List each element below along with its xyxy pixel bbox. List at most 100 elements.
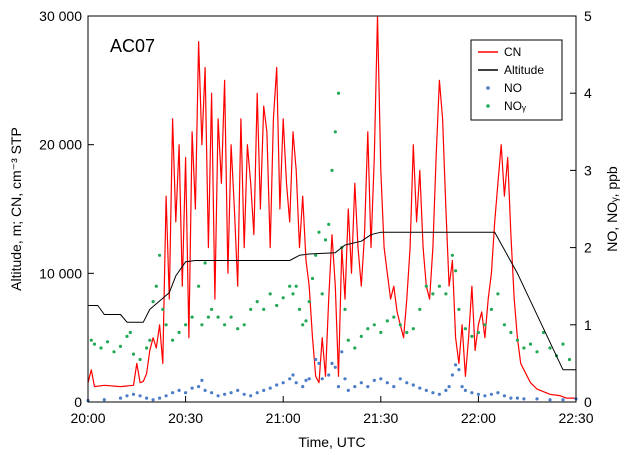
series-noy-point	[567, 357, 572, 362]
series-noy-point	[353, 346, 357, 350]
series-no-point	[268, 386, 272, 390]
series-no-point	[177, 388, 181, 392]
series-noy-point	[89, 338, 93, 342]
series-noy-point	[310, 276, 315, 281]
series-no-point	[314, 357, 318, 362]
series-noy-point	[288, 284, 292, 288]
series-noy-point	[255, 300, 259, 304]
series-noy-point	[197, 284, 201, 288]
series-noy-point	[336, 91, 341, 95]
series-noy-point	[502, 323, 506, 327]
series-noy-point	[291, 292, 295, 296]
series-noy-point	[372, 323, 376, 327]
series-no-point	[210, 391, 214, 395]
series-noy-point	[366, 327, 370, 331]
series-noy-point	[206, 315, 210, 319]
x-axis-title: Time, UTC	[298, 434, 365, 450]
series-noy-point	[304, 319, 308, 323]
series-noy-point	[398, 323, 402, 327]
series-no-point	[262, 388, 266, 392]
series-layer	[86, 15, 578, 403]
series-noy-point	[203, 261, 207, 265]
series-noy-point	[200, 323, 204, 327]
series-noy-point	[164, 323, 168, 327]
series-noy-points	[89, 91, 572, 362]
series-noy-point	[177, 330, 181, 335]
series-no-point	[336, 385, 341, 389]
series-no-point	[346, 388, 350, 392]
series-no-point	[460, 385, 464, 389]
series-no-point	[242, 392, 246, 396]
series-noy-point	[327, 222, 331, 226]
series-no-point	[411, 383, 415, 387]
series-noy-point	[323, 238, 328, 242]
series-noy-point	[105, 340, 110, 344]
series-noy-point	[242, 323, 246, 327]
plot-area	[86, 15, 578, 403]
legend-items: CN Altitude NO NOᵧ	[478, 45, 544, 113]
y-left-tick-label: 30 000	[39, 8, 82, 24]
series-no-point	[249, 394, 253, 398]
x-tick-label: 22:30	[558, 410, 593, 426]
series-noy-point	[161, 307, 165, 311]
series-noy-point	[515, 338, 520, 342]
series-noy-point	[424, 284, 428, 288]
series-noy-point	[343, 307, 347, 311]
series-no-point	[366, 385, 370, 389]
series-no-point	[291, 373, 295, 377]
series-noy-point	[548, 346, 552, 350]
series-noy-point	[346, 338, 350, 342]
series-noy-point	[154, 284, 158, 288]
series-noy-point	[431, 292, 435, 296]
legend-box	[470, 39, 563, 121]
series-noy-point	[489, 307, 493, 311]
series-no-point	[470, 391, 474, 395]
series-noy-point	[317, 230, 321, 234]
y-axis-right: 0 1 2 3 4 5	[570, 8, 592, 410]
x-tick-label: 20:00	[70, 410, 105, 426]
series-noy-point	[418, 307, 422, 311]
series-no-point	[131, 392, 136, 396]
series-noy-point	[330, 168, 334, 172]
series-noy-point	[210, 307, 214, 311]
series-noy-point	[125, 334, 129, 338]
series-noy-point	[128, 330, 132, 335]
series-noy-point	[450, 253, 454, 257]
series-no-point	[304, 378, 308, 382]
series-noy-point	[184, 323, 188, 327]
series-noy-point	[190, 315, 194, 319]
series-no-point	[372, 378, 376, 382]
series-no-point	[125, 394, 129, 398]
series-no-point	[450, 373, 454, 377]
series-no-point	[197, 385, 201, 389]
series-no-point	[515, 396, 520, 400]
y-left-tick-label: 0	[74, 394, 82, 410]
x-tick-label: 21:00	[266, 410, 301, 426]
series-no-point	[294, 381, 298, 385]
series-noy-point	[496, 292, 500, 296]
legend-swatch-noy	[486, 104, 490, 108]
series-no-point	[158, 396, 162, 400]
series-noy-point	[444, 292, 448, 296]
series-noy-point	[561, 342, 565, 346]
series-no-point	[164, 394, 168, 398]
series-no-point	[454, 363, 458, 367]
series-noy-point	[535, 350, 539, 354]
series-noy-point	[385, 319, 389, 323]
series-noy-point	[112, 350, 116, 354]
series-no-point	[405, 381, 409, 385]
series-noy-point	[411, 327, 415, 331]
series-no-point	[184, 391, 188, 395]
series-noy-point	[229, 315, 233, 319]
series-no-point	[281, 381, 285, 385]
series-no-point	[509, 396, 513, 400]
series-no-point	[301, 385, 305, 389]
series-no-point	[275, 383, 279, 387]
series-no-point	[476, 392, 480, 396]
series-cn-line	[87, 15, 576, 399]
series-noy-point	[314, 253, 318, 257]
series-noy-point	[223, 323, 227, 327]
series-no-point	[190, 386, 194, 390]
legend: CN Altitude NO NOᵧ	[470, 39, 563, 121]
